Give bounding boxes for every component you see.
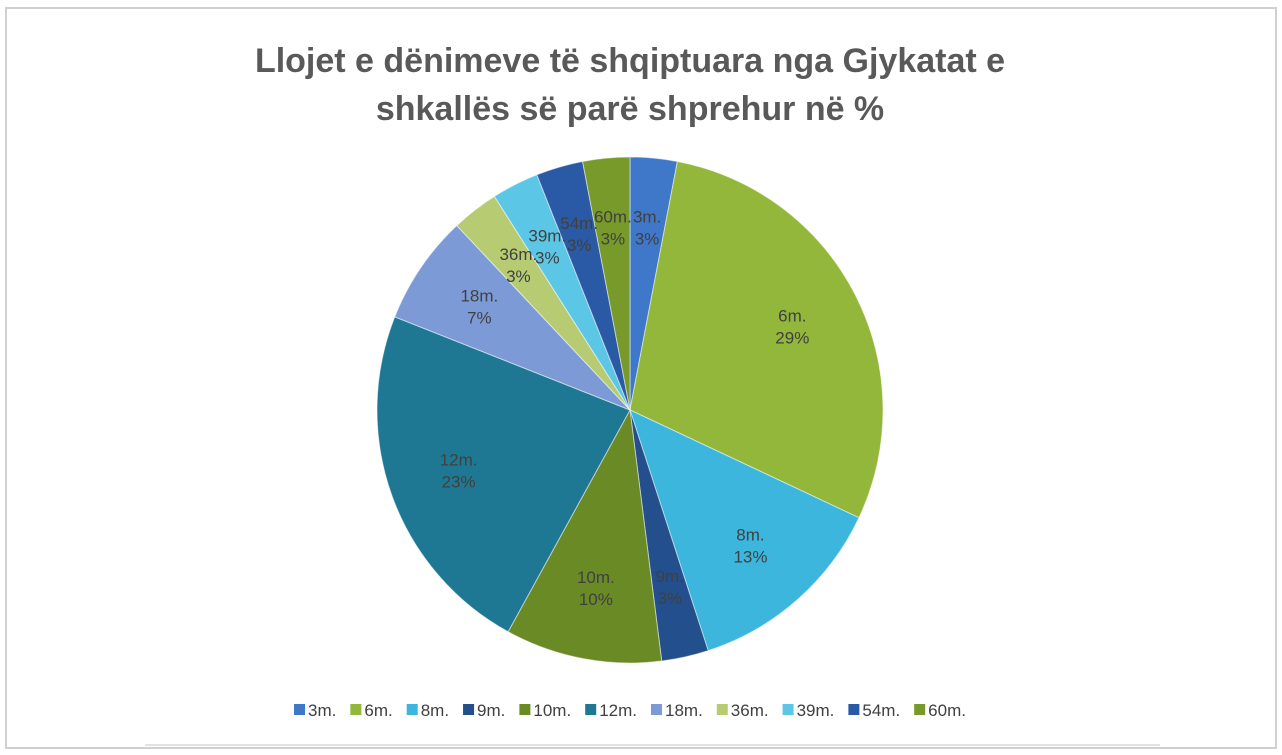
data-labels: 3m. 3% 6m. 29% 8m. 13% 9m. 3% 10m. 10% 12m. 23% 18m.… — [440, 208, 810, 609]
legend-label: 39m. — [797, 701, 835, 720]
data-label-value: 3% — [535, 249, 560, 268]
legend-label: 10m. — [533, 701, 571, 720]
data-label-category: 39m. — [528, 227, 566, 246]
legend: 3m. 6m. 8m. 9m. 10m. 12m. 18m. 36m. 39m. 54m. 60m. — [294, 701, 966, 720]
legend-swatch — [650, 704, 662, 715]
legend-label: 9m. — [477, 701, 505, 720]
data-label-value: 29% — [775, 328, 809, 347]
legend-swatch — [519, 704, 531, 715]
legend-swatch — [585, 704, 597, 715]
legend-swatch — [848, 704, 860, 715]
data-label-value: 3% — [601, 230, 626, 249]
legend-swatch — [463, 704, 475, 715]
legend-swatch — [350, 704, 362, 715]
data-label-value: 3% — [657, 589, 682, 608]
legend-label: 3m. — [308, 701, 336, 720]
chart-title: Llojet e dënimeve të shqiptuara nga Gjyk… — [255, 42, 1005, 80]
legend-swatch — [716, 704, 728, 715]
legend-label: 54m. — [862, 701, 900, 720]
legend-items: 3m. 6m. 8m. 9m. 10m. 12m. 18m. 36m. 39m. 54m. 60m. — [294, 701, 966, 720]
data-label-category: 9m. — [656, 567, 684, 586]
legend-swatch — [914, 704, 926, 715]
data-label-category: 12m. — [440, 451, 478, 470]
pie — [376, 156, 884, 664]
legend-label: 12m. — [599, 701, 637, 720]
data-label-category: 8m. — [736, 526, 764, 545]
legend-label: 8m. — [421, 701, 449, 720]
pie-slice — [582, 156, 631, 411]
data-label-value: 3% — [567, 236, 592, 255]
data-label-value: 10% — [579, 590, 613, 609]
data-label-category: 60m. — [594, 208, 632, 227]
data-label-category: 3m. — [633, 208, 661, 227]
data-label-value: 3% — [635, 230, 660, 249]
data-label-category: 36m. — [499, 245, 537, 264]
pie-slice — [394, 224, 631, 411]
legend-label: 36m. — [731, 701, 769, 720]
data-label-category: 18m. — [460, 287, 498, 306]
pie-slice — [629, 160, 884, 519]
legend-swatch — [294, 704, 306, 715]
pie-slice — [507, 408, 663, 664]
data-label-category: 10m. — [577, 568, 615, 587]
legend-label: 60m. — [928, 701, 966, 720]
pie-slice — [629, 409, 860, 652]
data-label-category: 54m. — [560, 214, 598, 233]
legend-swatch — [782, 704, 794, 715]
pie-slice — [376, 316, 631, 633]
data-label-category: 6m. — [778, 306, 806, 325]
legend-swatch — [406, 704, 418, 715]
data-label-value: 3% — [506, 267, 531, 286]
data-label-value: 23% — [442, 473, 476, 492]
data-label-value: 13% — [733, 548, 767, 567]
legend-label: 18m. — [665, 701, 703, 720]
chart-title: shkallës së parë shprehur në % — [376, 90, 884, 128]
legend-label: 6m. — [364, 701, 392, 720]
data-label-value: 7% — [467, 309, 492, 328]
